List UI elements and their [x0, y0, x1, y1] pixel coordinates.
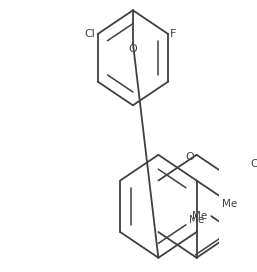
Text: F: F [170, 29, 177, 39]
Text: Cl: Cl [85, 29, 95, 39]
Text: Me: Me [189, 215, 204, 225]
Text: O: O [128, 44, 137, 54]
Text: Me: Me [192, 211, 207, 221]
Text: O: O [250, 159, 257, 169]
Text: Me: Me [222, 199, 237, 209]
Text: O: O [186, 153, 194, 162]
